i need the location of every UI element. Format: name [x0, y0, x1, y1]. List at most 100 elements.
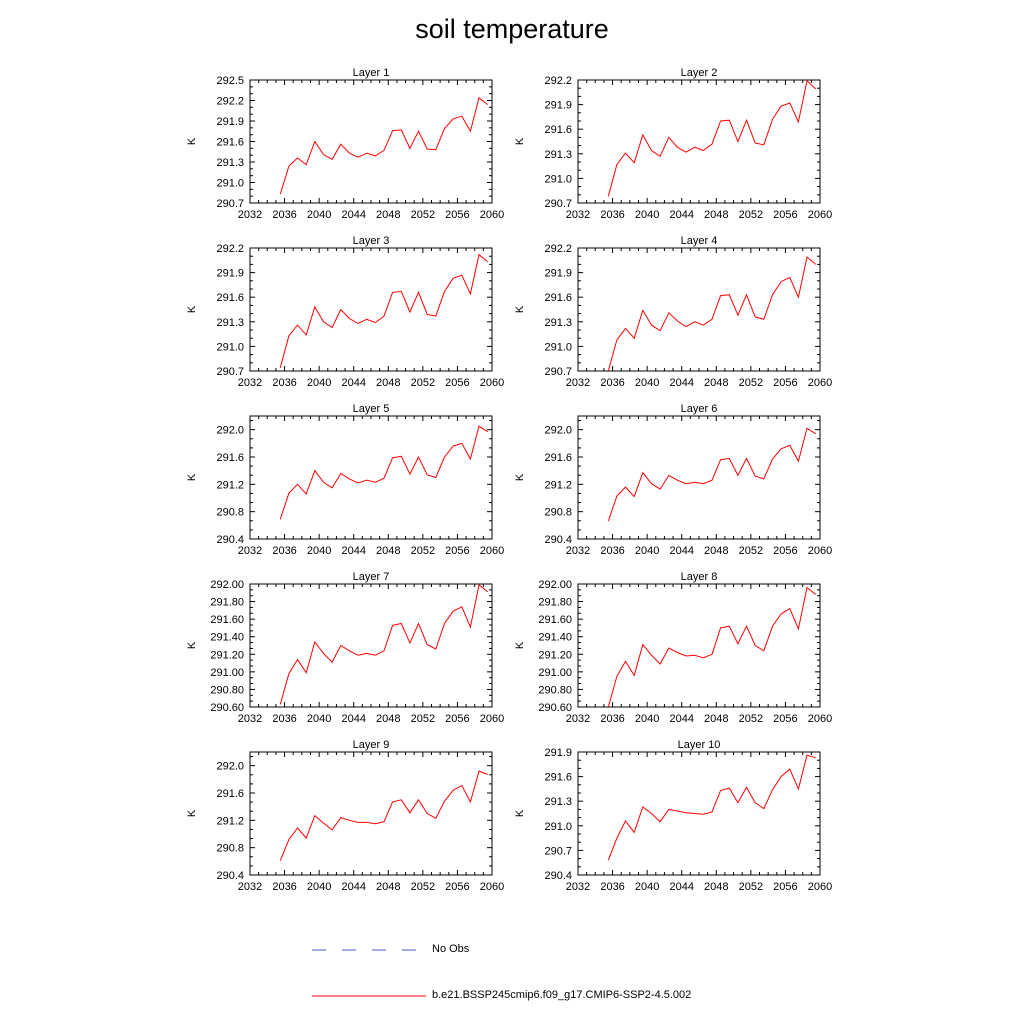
layer-7-panel: Layer 7 K 2032 2036 2040 2044 2048 2052 2056 2060… — [186, 571, 504, 725]
layer-6-series-line — [607, 427, 816, 522]
layer-6-xtick-label: 2048 — [704, 545, 728, 557]
layer-5-xtick-label: 2048 — [376, 545, 400, 557]
layer-4-xtick-label: 2056 — [773, 377, 797, 389]
layer-7-xtick-label: 2036 — [272, 713, 296, 725]
layer-9-ytick-label: 291.6 — [216, 788, 244, 800]
layer-6-xtick-label: 2052 — [739, 545, 763, 557]
layer-10-ytick-label: 290.4 — [544, 870, 572, 882]
layer-1-xtick-label: 2044 — [341, 209, 365, 221]
legend-no-obs-line — [312, 949, 422, 951]
layer-7-ytick-label: 291.00 — [210, 667, 244, 679]
layer-5-ytick-label: 291.2 — [216, 479, 244, 491]
layer-1-ytick-label: 292.5 — [216, 75, 244, 87]
layer-8-xtick-label: 2032 — [566, 713, 590, 725]
layer-1-xtick-label: 2040 — [307, 209, 331, 221]
layer-4-xtick-label: 2044 — [669, 377, 693, 389]
layer-5-xtick-label: 2060 — [480, 545, 504, 557]
layer-7-xtick-label: 2052 — [411, 713, 435, 725]
layer-9-xtick-label: 2036 — [272, 881, 296, 893]
layer-9-panel: Layer 9 K 2032 2036 2040 2044 2048 2052 2056 2060… — [186, 739, 504, 893]
layer-3-ytick-label: 290.7 — [216, 366, 244, 378]
layer-2-xtick-label: 2032 — [566, 209, 590, 221]
layer-9-xtick-label: 2040 — [307, 881, 331, 893]
layer-9-ytick-label: 291.2 — [216, 815, 244, 827]
layer-2-ylabel: K — [514, 137, 526, 145]
layer-7-title: Layer 7 — [353, 571, 390, 583]
layer-3-panel: Layer 3 K 2032 2036 2040 2044 2048 2052 2056 2060… — [186, 235, 504, 389]
layer-2-series-line — [607, 79, 817, 197]
layer-1-title: Layer 1 — [353, 67, 390, 79]
layer-3-xtick-label: 2036 — [272, 377, 296, 389]
layer-3-title: Layer 3 — [353, 235, 390, 247]
layer-3-ytick-label: 291.0 — [216, 341, 244, 353]
layer-9-series-line — [279, 770, 488, 861]
layer-2-ytick-label: 291.6 — [544, 124, 572, 136]
layer-8-xtick-label: 2056 — [773, 713, 797, 725]
layer-7-ytick-label: 292.00 — [210, 579, 244, 591]
layer-5-ytick-label: 290.4 — [216, 534, 244, 546]
layer-9-xtick-label: 2056 — [445, 881, 469, 893]
layer-8-ytick-label: 291.20 — [538, 649, 572, 661]
layer-7-xtick-label: 2060 — [480, 713, 504, 725]
layer-10-ytick-label: 291.9 — [544, 747, 572, 759]
layer-5-xtick-label: 2052 — [411, 545, 435, 557]
layer-1-xtick-label: 2060 — [480, 209, 504, 221]
layer-9-xtick-label: 2032 — [238, 881, 262, 893]
layer-10-xtick-label: 2048 — [704, 881, 728, 893]
legend-series-line — [312, 995, 426, 997]
layer-6-xtick-label: 2032 — [566, 545, 590, 557]
layer-8-ytick-label: 290.60 — [538, 702, 572, 714]
layer-7-ytick-label: 291.40 — [210, 632, 244, 644]
layer-8-xtick-label: 2044 — [669, 713, 693, 725]
layer-4-series-line — [607, 256, 817, 372]
layer-7-xtick-label: 2040 — [307, 713, 331, 725]
layer-8-ytick-label: 291.60 — [538, 614, 572, 626]
layer-9-ytick-label: 290.8 — [216, 843, 244, 855]
layer-1-ytick-label: 291.3 — [216, 157, 244, 169]
layer-8-title: Layer 8 — [681, 571, 718, 583]
legend-series-label: b.e21.BSSP245cmip6.f09_g17.CMIP6-SSP2-4.… — [432, 989, 692, 1001]
layer-10-ylabel: K — [514, 809, 526, 817]
layer-7-xtick-label: 2048 — [376, 713, 400, 725]
layer-7-ytick-label: 290.80 — [210, 684, 244, 696]
layer-4-xtick-label: 2052 — [739, 377, 763, 389]
layer-7-ytick-label: 290.60 — [210, 702, 244, 714]
layer-6-ytick-label: 292.0 — [544, 425, 572, 437]
layer-4-ylabel: K — [514, 305, 526, 313]
layer-3-frame — [249, 247, 493, 372]
layer-1-panel: Layer 1 K 2032 2036 2040 2044 2048 2052 2056 2060… — [186, 67, 504, 221]
layer-2-xtick-label: 2056 — [773, 209, 797, 221]
layer-5-ytick-label: 291.6 — [216, 452, 244, 464]
layer-1-frame — [249, 79, 493, 204]
layer-2-ytick-label: 291.9 — [544, 100, 572, 112]
layer-8-frame — [577, 583, 821, 708]
layer-10-ytick-label: 291.0 — [544, 821, 572, 833]
layer-8-xtick-label: 2060 — [808, 713, 832, 725]
layer-7-frame — [249, 583, 493, 708]
layer-8-xtick-label: 2048 — [704, 713, 728, 725]
layer-5-ylabel: K — [186, 473, 198, 481]
layer-2-ytick-label: 290.7 — [544, 198, 572, 210]
layer-3-xtick-label: 2052 — [411, 377, 435, 389]
layer-2-ytick-label: 292.2 — [544, 75, 572, 87]
layer-6-ylabel: K — [514, 473, 526, 481]
layer-4-xtick-label: 2036 — [600, 377, 624, 389]
layer-2-xtick-label: 2040 — [635, 209, 659, 221]
layer-9-title: Layer 9 — [353, 739, 390, 751]
layer-7-ytick-label: 291.80 — [210, 597, 244, 609]
layer-10-xtick-label: 2036 — [600, 881, 624, 893]
layer-4-ytick-label: 290.7 — [544, 366, 572, 378]
layer-1-xtick-label: 2056 — [445, 209, 469, 221]
layer-10-title: Layer 10 — [678, 739, 721, 751]
layer-10-xtick-label: 2044 — [669, 881, 693, 893]
layer-3-ytick-label: 291.6 — [216, 292, 244, 304]
layer-7-xtick-label: 2056 — [445, 713, 469, 725]
layer-7-xtick-label: 2044 — [341, 713, 365, 725]
layer-8-xtick-label: 2040 — [635, 713, 659, 725]
layer-9-xtick-label: 2060 — [480, 881, 504, 893]
layer-2-xtick-label: 2060 — [808, 209, 832, 221]
layer-10-xtick-label: 2032 — [566, 881, 590, 893]
layer-8-xtick-label: 2036 — [600, 713, 624, 725]
layer-10-xtick-label: 2052 — [739, 881, 763, 893]
